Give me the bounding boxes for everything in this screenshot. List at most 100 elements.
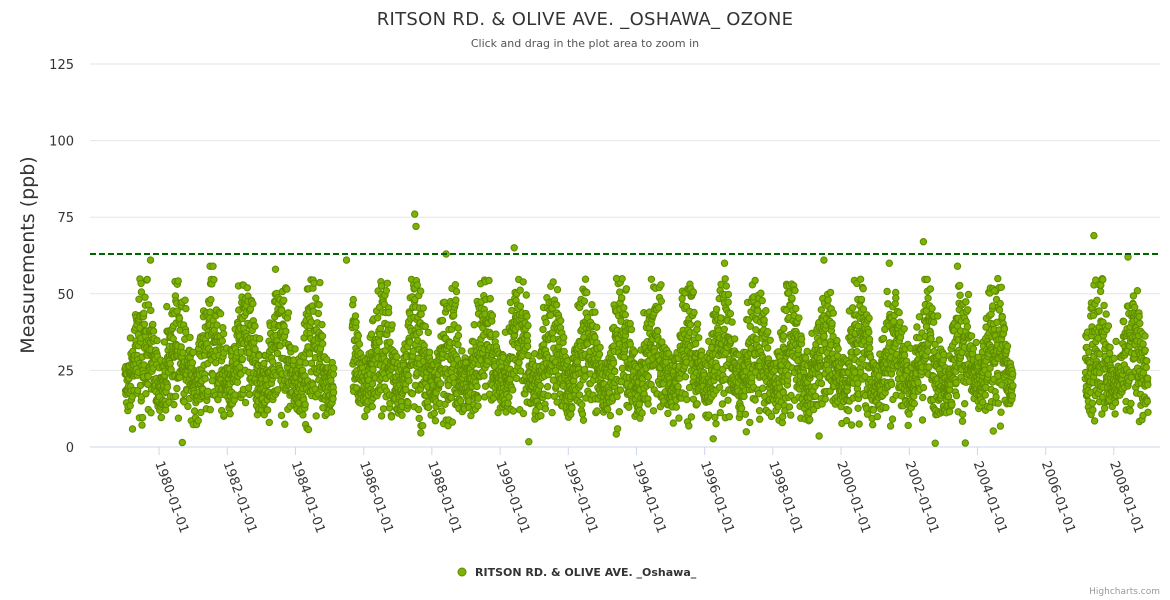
data-point[interactable]: [855, 420, 863, 428]
data-point[interactable]: [695, 334, 703, 342]
data-point[interactable]: [779, 332, 788, 340]
data-point[interactable]: [470, 321, 478, 329]
data-point[interactable]: [243, 284, 252, 292]
data-point[interactable]: [245, 390, 254, 399]
data-point[interactable]: [405, 377, 413, 385]
data-point[interactable]: [182, 328, 190, 336]
data-point[interactable]: [759, 384, 767, 392]
data-point[interactable]: [126, 334, 135, 342]
data-point[interactable]: [780, 324, 788, 333]
data-point[interactable]: [1101, 404, 1109, 412]
data-point[interactable]: [742, 428, 750, 436]
data-point[interactable]: [737, 404, 746, 412]
data-point[interactable]: [726, 309, 735, 318]
data-point[interactable]: [756, 415, 764, 423]
data-point[interactable]: [613, 425, 622, 433]
data-point[interactable]: [1111, 399, 1120, 407]
data-point[interactable]: [226, 410, 234, 418]
data-point[interactable]: [657, 297, 665, 305]
data-point[interactable]: [568, 404, 576, 412]
data-point[interactable]: [644, 400, 652, 408]
data-point[interactable]: [281, 420, 289, 428]
data-point[interactable]: [424, 403, 433, 412]
data-point[interactable]: [820, 332, 828, 340]
data-point[interactable]: [712, 420, 720, 428]
data-point[interactable]: [984, 370, 992, 378]
data-point[interactable]: [900, 325, 908, 333]
data-point[interactable]: [693, 400, 701, 408]
data-point[interactable]: [419, 422, 427, 430]
data-point[interactable]: [163, 302, 171, 311]
data-point[interactable]: [961, 400, 969, 408]
data-point[interactable]: [593, 323, 601, 331]
data-point[interactable]: [792, 304, 800, 313]
data-point[interactable]: [488, 311, 497, 320]
data-point[interactable]: [996, 299, 1004, 308]
data-point[interactable]: [519, 278, 527, 286]
data-point[interactable]: [417, 429, 425, 437]
data-point[interactable]: [206, 406, 215, 414]
data-point[interactable]: [593, 407, 601, 415]
data-point[interactable]: [523, 342, 532, 350]
data-point[interactable]: [997, 283, 1005, 291]
data-point[interactable]: [166, 359, 174, 368]
data-point[interactable]: [817, 379, 826, 388]
data-point[interactable]: [866, 344, 874, 352]
data-point[interactable]: [352, 318, 360, 326]
data-point[interactable]: [361, 412, 369, 421]
data-point[interactable]: [857, 295, 866, 304]
data-point[interactable]: [1106, 343, 1114, 352]
data-point[interactable]: [575, 391, 584, 399]
data-point[interactable]: [436, 379, 445, 388]
data-point[interactable]: [140, 309, 148, 317]
data-point[interactable]: [918, 416, 927, 424]
data-point[interactable]: [681, 373, 690, 381]
data-point[interactable]: [882, 403, 890, 412]
data-point[interactable]: [716, 408, 724, 417]
data-point[interactable]: [591, 308, 599, 316]
data-point[interactable]: [425, 348, 434, 356]
data-point[interactable]: [452, 287, 461, 296]
data-point[interactable]: [207, 295, 215, 304]
data-point[interactable]: [382, 287, 390, 295]
data-point[interactable]: [417, 287, 425, 295]
data-point[interactable]: [578, 410, 587, 418]
data-point[interactable]: [669, 419, 677, 427]
data-point[interactable]: [201, 375, 209, 383]
data-point[interactable]: [135, 295, 143, 303]
data-point[interactable]: [377, 412, 386, 420]
data-point[interactable]: [1096, 287, 1105, 296]
data-point[interactable]: [210, 276, 218, 284]
data-point[interactable]: [644, 373, 652, 381]
data-point[interactable]: [964, 290, 973, 299]
data-point[interactable]: [143, 275, 151, 284]
data-point[interactable]: [137, 279, 145, 288]
data-point[interactable]: [485, 276, 493, 285]
data-point[interactable]: [741, 410, 750, 418]
data-point[interactable]: [967, 332, 976, 340]
data-point[interactable]: [315, 301, 323, 309]
data-point[interactable]: [1099, 275, 1107, 284]
data-point[interactable]: [785, 403, 794, 411]
data-point[interactable]: [687, 413, 696, 421]
data-point[interactable]: [760, 316, 768, 324]
data-point[interactable]: [1090, 417, 1099, 425]
data-point[interactable]: [316, 278, 324, 287]
data-point[interactable]: [722, 282, 730, 290]
data-point[interactable]: [828, 319, 836, 328]
data-point[interactable]: [181, 296, 189, 304]
data-point[interactable]: [649, 407, 658, 415]
data-point[interactable]: [717, 314, 725, 322]
data-point[interactable]: [905, 410, 913, 418]
data-point[interactable]: [424, 328, 432, 337]
data-point[interactable]: [879, 334, 888, 343]
data-point[interactable]: [524, 351, 532, 360]
data-point[interactable]: [137, 288, 146, 296]
data-point[interactable]: [802, 354, 810, 362]
data-point[interactable]: [578, 401, 586, 409]
data-point[interactable]: [655, 304, 663, 312]
data-point[interactable]: [995, 306, 1004, 314]
data-point[interactable]: [948, 401, 956, 409]
data-point[interactable]: [552, 301, 561, 309]
data-point[interactable]: [431, 417, 440, 425]
